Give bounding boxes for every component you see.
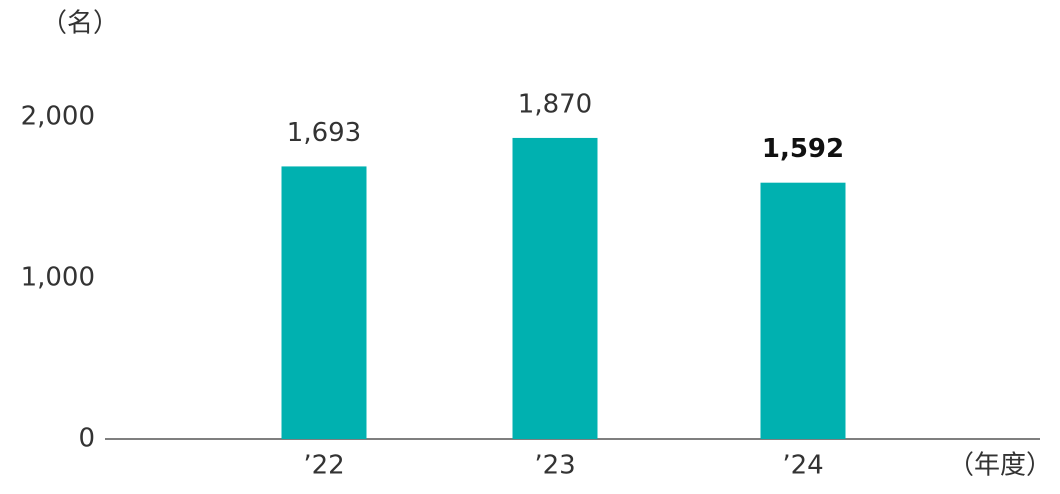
x-unit-label: （年度）: [948, 451, 1052, 481]
value-label: 1,592: [762, 134, 844, 164]
value-label: 1,693: [287, 118, 361, 148]
y-unit-label: （名）: [41, 9, 119, 39]
y-tick-label: 1,000: [21, 263, 95, 293]
bar: [760, 182, 846, 440]
x-tick-label: ’23: [534, 451, 575, 481]
bar: [281, 166, 367, 439]
y-tick-label: 0: [78, 424, 95, 454]
x-tick-label: ’24: [782, 451, 823, 481]
value-label: 1,870: [518, 89, 592, 119]
x-tick-label: ’22: [303, 451, 344, 481]
y-tick-label: 2,000: [21, 102, 95, 132]
bar: [512, 137, 598, 439]
